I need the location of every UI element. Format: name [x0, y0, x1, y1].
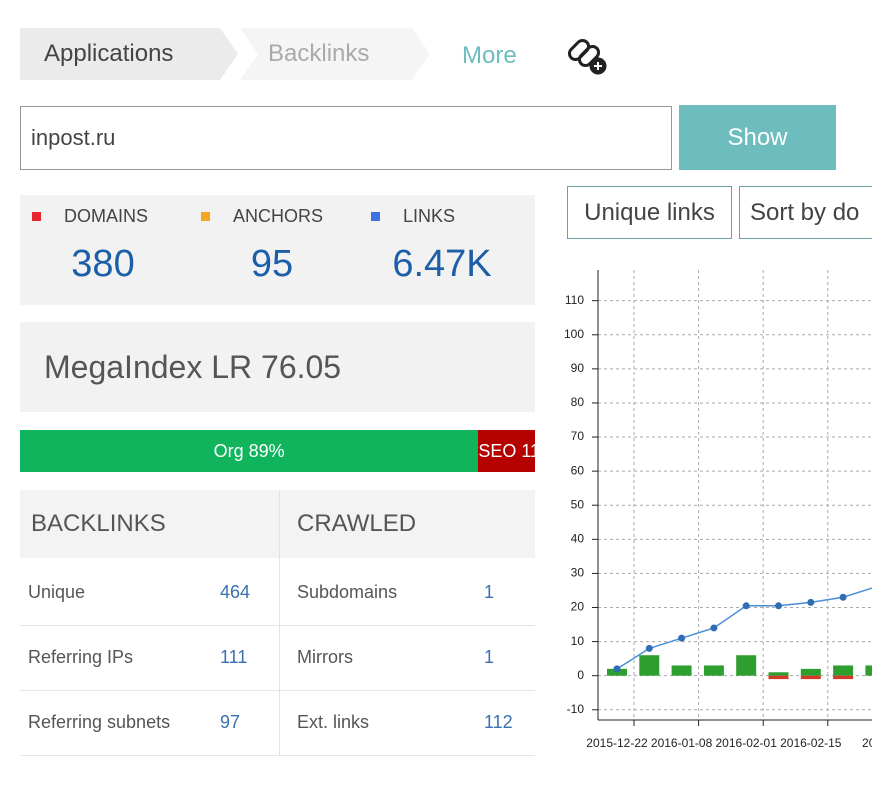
legend-swatch: [201, 212, 210, 221]
y-tick-label: 10: [571, 634, 585, 648]
y-tick-label: 30: [571, 566, 585, 580]
table-cell: 112: [484, 712, 513, 732]
point: [710, 624, 718, 632]
row-separator: [20, 690, 535, 691]
y-tick-label: 40: [571, 531, 585, 545]
row-separator: [20, 625, 535, 626]
table-cell: 1: [484, 647, 495, 667]
crumb-bg: [20, 28, 238, 80]
bar: [865, 665, 872, 676]
table-cell: Unique: [28, 582, 86, 602]
bar: [639, 655, 660, 676]
y-tick-label: 20: [571, 600, 585, 614]
stat-label: ANCHORS: [233, 206, 324, 226]
more-link[interactable]: More: [462, 42, 517, 69]
point: [613, 665, 621, 673]
point: [678, 634, 686, 642]
bar: [833, 675, 854, 680]
row-separator: [20, 755, 535, 756]
y-tick-label: -10: [567, 702, 585, 716]
table-cell: Mirrors: [297, 647, 353, 667]
y-tick-label: 50: [571, 497, 585, 511]
bar: [768, 675, 789, 680]
stats-box: [20, 195, 535, 305]
x-tick-label: 2015-12-22: [586, 736, 648, 750]
stat-value: 380: [71, 243, 135, 285]
x-tick-label: 2016: [862, 736, 872, 750]
table-cell: 111: [220, 647, 248, 667]
table-cell: 1: [484, 582, 495, 602]
y-tick-label: 70: [571, 429, 585, 443]
crumb[interactable]: Applications: [44, 40, 174, 67]
table-cell: 464: [220, 582, 251, 602]
tab-button[interactable]: Unique links: [567, 186, 732, 239]
legend-swatch: [371, 212, 380, 221]
x-tick-label: 2016-02-01: [716, 736, 778, 750]
point: [807, 598, 815, 606]
split-segment: Org 89%: [20, 430, 479, 472]
point: [742, 602, 750, 610]
show-button[interactable]: Show: [679, 105, 836, 170]
x-tick-label: 2016-02-15: [780, 736, 842, 750]
legend-swatch: [32, 212, 41, 221]
lr-box: [20, 322, 535, 412]
y-tick-label: 100: [564, 327, 584, 341]
y-tick-label: 80: [571, 395, 585, 409]
stat-value: 6.47K: [392, 243, 492, 285]
bar: [768, 672, 789, 676]
bar: [671, 665, 692, 676]
x-tick-label: 2016-01-08: [651, 736, 713, 750]
link-icon[interactable]: [567, 38, 607, 75]
stat-label: DOMAINS: [64, 206, 149, 226]
bar: [833, 665, 854, 676]
y-tick-label: 110: [565, 293, 584, 307]
split-bar: Org 89% SEO 11%: [20, 430, 556, 472]
tab-button[interactable]: Sort by do: [739, 186, 872, 239]
y-tick-label: 90: [571, 361, 585, 375]
crumb[interactable]: Backlinks: [268, 40, 370, 67]
table-cell: Subdomains: [297, 582, 398, 602]
table-header: [20, 490, 535, 558]
point: [775, 602, 782, 610]
point: [839, 593, 847, 601]
crumb-bg: [240, 28, 430, 80]
stat-value: 95: [250, 243, 294, 285]
y-tick-label: 0: [577, 668, 584, 682]
table-heading: BACKLINKS: [31, 510, 166, 537]
table-cell: Referring IPs: [28, 647, 134, 667]
bar: [800, 675, 821, 680]
point: [645, 644, 653, 652]
stat-label: LINKS: [403, 206, 456, 226]
bar: [703, 665, 724, 676]
table-cell: 97: [220, 712, 241, 732]
table-heading: CRAWLED: [297, 510, 417, 537]
table-divider: [279, 490, 280, 755]
table-cell: Ext. links: [297, 712, 370, 732]
table-cell: Referring subnets: [28, 712, 171, 732]
breadcrumb-bg: [20, 28, 607, 80]
lr-text: MegaIndex LR 76.05: [44, 349, 342, 385]
y-tick-label: 60: [571, 463, 585, 477]
search-input[interactable]: inpost.ru: [20, 106, 672, 170]
bar: [736, 655, 757, 676]
bar: [800, 668, 821, 676]
